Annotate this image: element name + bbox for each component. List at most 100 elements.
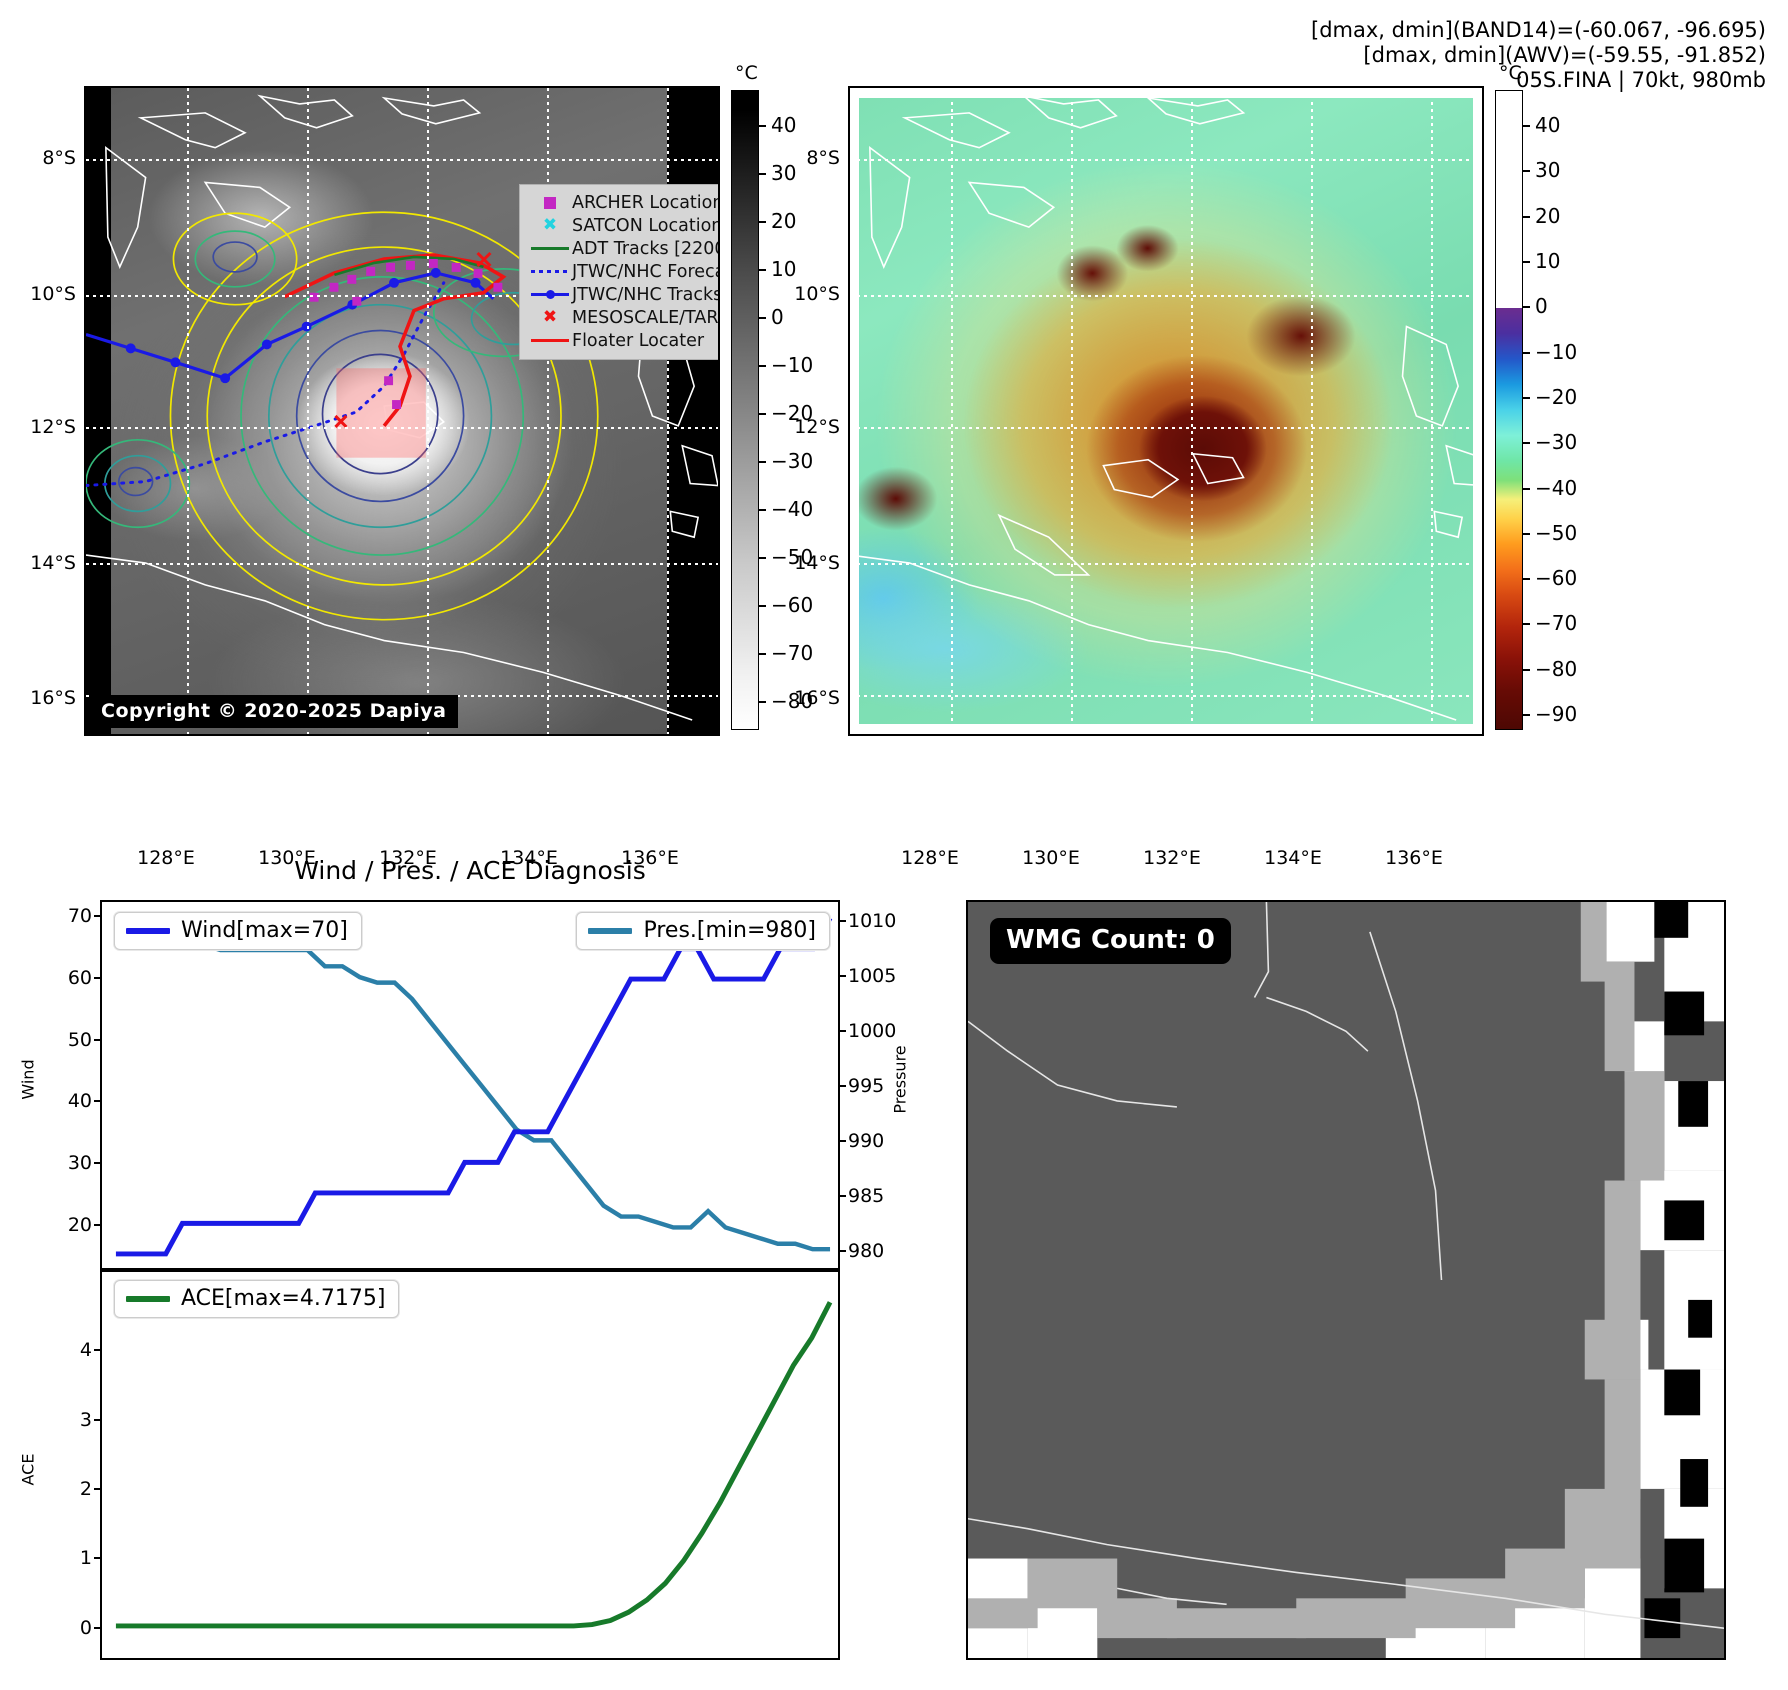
colorbar-tickmark (759, 125, 766, 128)
ir-ytick: 10°S (30, 283, 76, 305)
colorbar-tickmark (1523, 578, 1530, 581)
chart-tickmark (838, 920, 846, 922)
awv-ytick: 14°S (794, 552, 840, 574)
colorbar-tick-label: −30 (771, 449, 814, 474)
colorbar-tickmark (1523, 306, 1530, 309)
colorbar-tickmark (759, 509, 766, 512)
awv-xtick: 136°E (1385, 847, 1443, 869)
chart-tickmark (94, 1487, 102, 1490)
graticule-line (1071, 88, 1074, 734)
colorbar-tickmark (1523, 396, 1530, 399)
diagnosis-title: Wind / Pres. / ACE Diagnosis (294, 856, 646, 885)
colorbar-tick-label: 30 (1535, 158, 1561, 183)
ir-colorbar (731, 90, 759, 730)
colorbar-tick-label: −70 (1535, 611, 1578, 636)
chart-ytick-label: 70 (67, 905, 92, 928)
chart-tickmark (94, 976, 102, 979)
colorbar-tickmark (1523, 668, 1530, 671)
legend-item: ARCHER Locations [2100Z] (528, 191, 718, 214)
legend-label: Floater Locater (572, 330, 705, 351)
legend-item: JTWC/NHC Forecast [21/0600Z] (528, 260, 718, 283)
colorbar-tickmark (759, 605, 766, 608)
awv-ytick: 10°S (794, 283, 840, 305)
colorbar-tickmark (759, 221, 766, 224)
colorbar-tick-label: −20 (1535, 384, 1578, 409)
chart-ytick-label: 990 (848, 1130, 885, 1152)
colorbar-tick-label: −10 (1535, 339, 1578, 364)
colorbar-tickmark (1523, 215, 1530, 218)
ace-legend-label: ACE[max=4.7175] (181, 1286, 386, 1311)
graticule-line (86, 294, 718, 297)
ace-axis-label: ACE (18, 1453, 38, 1486)
ir-ytick: 16°S (30, 687, 76, 709)
graticule-line (951, 88, 954, 734)
ir-xtick: 130°E (258, 847, 316, 869)
copyright-badge: Copyright © 2020-2025 Dapiya (89, 695, 459, 728)
colorbar-tick-label: 10 (771, 257, 797, 282)
chart-ytick-label: 40 (67, 1090, 92, 1113)
pressure-legend-label: Pres.[min=980] (643, 918, 816, 943)
colorbar-tick-label: −80 (1535, 656, 1578, 681)
ir-colorbar-unit: °C (735, 62, 758, 84)
colorbar-tickmark (1523, 125, 1530, 128)
awv-ytick: 12°S (794, 416, 840, 438)
graticule-line (850, 159, 1482, 162)
colorbar-tick-label: −40 (1535, 475, 1578, 500)
awv-xtick: 130°E (1022, 847, 1080, 869)
dmax-dmin-awv: [dmax, dmin](AWV)=(-59.55, -91.852) (1363, 43, 1766, 67)
chart-tickmark (838, 1195, 846, 1197)
ir-ytick: 12°S (30, 416, 76, 438)
colorbar-tickmark (759, 365, 766, 368)
chart-ytick-label: 980 (848, 1240, 885, 1262)
chart-ytick-label: 0 (79, 1616, 92, 1639)
pressure-line-icon (588, 927, 633, 934)
colorbar-tick-label: −40 (771, 497, 814, 522)
chart-tickmark (94, 1100, 102, 1103)
colorbar-tick-label: 30 (771, 161, 797, 186)
forecast-dotted-line-icon (528, 270, 572, 273)
wmg-count-badge: WMG Count: 0 (990, 918, 1231, 964)
legend-label: MESOSCALE/TARGET Location (572, 307, 719, 328)
ace-chart[interactable]: ACE[max=4.7175] (100, 1270, 840, 1660)
ir-xtick: 134°E (500, 847, 558, 869)
legend-label: JTWC/NHC Forecast [21/0600Z] (572, 261, 718, 282)
graticule-line (86, 427, 718, 430)
chart-ytick-label: 1005 (848, 965, 897, 987)
legend-label: ARCHER Locations [2100Z] (572, 192, 718, 213)
colorbar-tick-label: −30 (1535, 430, 1578, 455)
storm-summary: 05S.FINA | 70kt, 980mb (1516, 68, 1766, 92)
colorbar-tickmark (759, 317, 766, 320)
graticule-line (547, 88, 550, 734)
ir-xtick: 136°E (621, 847, 679, 869)
colorbar-tickmark (759, 269, 766, 272)
wind-pressure-plot (115, 916, 833, 1257)
header-info-block: [dmax, dmin](BAND14)=(-60.067, -96.695) … (1311, 18, 1766, 93)
chart-ytick-label: 20 (67, 1213, 92, 1236)
chart-tickmark (838, 975, 846, 977)
ir-ytick: 8°S (42, 147, 76, 169)
legend-item: Floater Locater (528, 329, 718, 352)
colorbar-tickmark (759, 653, 766, 656)
graticule-line (1431, 88, 1434, 734)
colorbar-tick-label: 20 (1535, 203, 1561, 228)
graticule-line (86, 562, 718, 565)
legend-label: SATCON Locations [1700Z 38 1000] (572, 215, 718, 236)
chart-ytick-label: 50 (67, 1028, 92, 1051)
legend-item: ✖ MESOSCALE/TARGET Location (528, 306, 719, 329)
graticule-line (187, 88, 190, 734)
chart-ytick-label: 995 (848, 1075, 885, 1097)
colorbar-tick-label: 0 (771, 305, 784, 330)
wmg-map[interactable]: WMG Count: 0 (966, 900, 1726, 1660)
chart-tickmark (94, 1349, 102, 1352)
legend-item: JTWC/NHC Tracks [21/1200Z] (528, 283, 718, 306)
archer-square-icon (528, 196, 572, 209)
ir-satellite-map[interactable]: ARCHER Locations [2100Z] ✖ SATCON Locati… (84, 86, 720, 736)
wind-axis-label: Wind (18, 1059, 38, 1100)
chart-tickmark (94, 1162, 102, 1165)
pressure-legend: Pres.[min=980] (576, 912, 830, 950)
colorbar-tick-label: −50 (1535, 520, 1578, 545)
wind-pressure-chart[interactable]: Wind[max=70] Pres.[min=980] (100, 900, 840, 1270)
graticule-line (307, 88, 310, 734)
colorbar-tick-label: 40 (771, 113, 797, 138)
awv-satellite-map[interactable] (848, 86, 1484, 736)
